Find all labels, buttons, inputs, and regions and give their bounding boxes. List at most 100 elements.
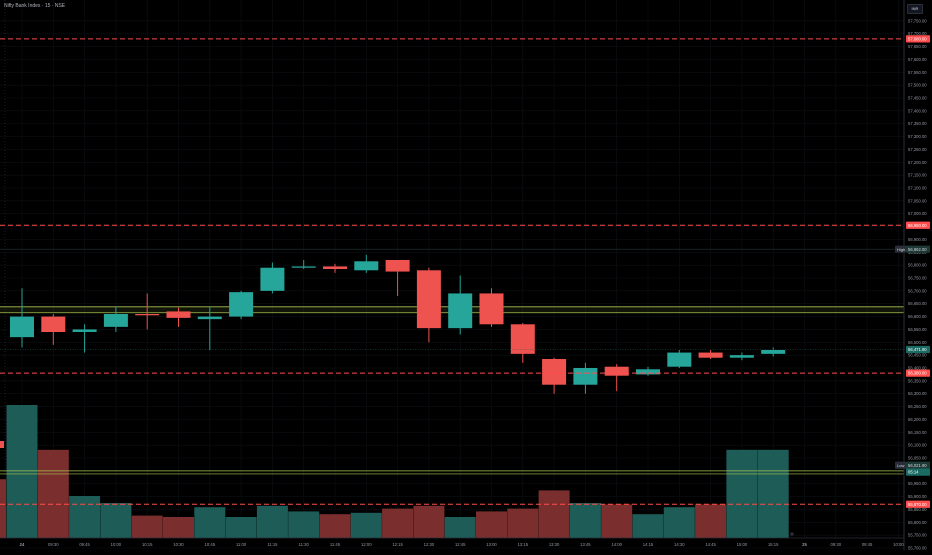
sr-price-tag-label: 56,380.00 bbox=[908, 371, 927, 376]
price-tick-label: 55,950.00 bbox=[908, 481, 927, 486]
time-tick-label: 10:15 bbox=[142, 542, 153, 547]
volume-bar bbox=[288, 511, 320, 538]
low-tag-marker: Low bbox=[895, 461, 906, 469]
price-tick-label: 57,550.00 bbox=[908, 70, 927, 75]
price-tick-label: 56,300.00 bbox=[908, 391, 927, 396]
price-tick-label: 56,100.00 bbox=[908, 443, 927, 448]
candle-body bbox=[542, 359, 567, 385]
time-tick-label: 14:00 bbox=[611, 542, 622, 547]
volume-bar bbox=[726, 449, 758, 538]
candle-body bbox=[291, 266, 316, 268]
high-tag-marker-label: High bbox=[897, 247, 905, 252]
price-tick-label: 56,700.00 bbox=[908, 288, 927, 293]
price-tick-label: 56,050.00 bbox=[908, 456, 927, 461]
time-tick-label: 09:45 bbox=[862, 542, 873, 547]
price-tick-label: 55,850.00 bbox=[908, 507, 927, 512]
candle-body bbox=[667, 352, 692, 367]
price-tick-label: 56,500.00 bbox=[908, 340, 927, 345]
time-tick-label: 25 bbox=[802, 542, 807, 547]
candle-body bbox=[636, 369, 660, 375]
volume-bar bbox=[632, 514, 664, 538]
price-tick-label: 57,100.00 bbox=[908, 186, 927, 191]
time-tick-label: 09:30 bbox=[831, 542, 842, 547]
candle-body bbox=[166, 311, 191, 318]
price-tick-label: 56,750.00 bbox=[908, 276, 927, 281]
volume-bar bbox=[507, 508, 539, 538]
time-tick-label: 13:00 bbox=[486, 542, 497, 547]
low-tag-marker-bg bbox=[895, 461, 906, 469]
price-tick-label: 56,350.00 bbox=[908, 378, 927, 383]
sr-price-tag-label: 55,870.00 bbox=[908, 502, 927, 507]
sr-price-tag-bg bbox=[906, 500, 930, 508]
price-tick-label: 56,900.00 bbox=[908, 237, 927, 242]
price-tick-label: 57,200.00 bbox=[908, 160, 927, 165]
time-tick-label: 12:15 bbox=[392, 542, 403, 547]
time-tick-label: 12:45 bbox=[455, 542, 466, 547]
price-tick-label: 57,400.00 bbox=[908, 108, 927, 113]
time-tick-label: 15:15 bbox=[768, 542, 779, 547]
volume-bar bbox=[256, 505, 288, 538]
price-tick-label: 57,050.00 bbox=[908, 198, 927, 203]
sr-price-tag-label: 57,680.00 bbox=[908, 36, 927, 41]
candle-body bbox=[10, 316, 34, 338]
candle-body bbox=[698, 352, 723, 358]
volume-bar bbox=[663, 507, 695, 538]
volume-bar bbox=[569, 503, 601, 538]
price-tick-label: 57,150.00 bbox=[908, 173, 927, 178]
price-tick-label: 55,800.00 bbox=[908, 520, 927, 525]
candle-body bbox=[197, 316, 222, 320]
candle-body bbox=[604, 366, 629, 376]
price-tick-label: 56,800.00 bbox=[908, 263, 927, 268]
candle-body bbox=[729, 355, 754, 358]
candle-body bbox=[72, 329, 97, 332]
candle-body bbox=[135, 314, 160, 316]
price-tick-label: 56,650.00 bbox=[908, 301, 927, 306]
sr-price-tag-label: 56,950.00 bbox=[908, 223, 927, 228]
time-tick-label: 14:30 bbox=[674, 542, 685, 547]
time-tick-label: 10:00 bbox=[893, 542, 904, 547]
volume-bar bbox=[319, 514, 351, 538]
candle-body bbox=[323, 266, 347, 269]
time-tick-label: 10:30 bbox=[173, 542, 184, 547]
price-tick-label: 57,350.00 bbox=[908, 121, 927, 126]
time-tick-label: 11:15 bbox=[267, 542, 278, 547]
time-tick-label: 10:00 bbox=[111, 542, 122, 547]
sr-price-tag: 56,950.00 bbox=[906, 221, 930, 229]
price-tick-label: 57,450.00 bbox=[908, 96, 927, 101]
time-axis[interactable]: 24 09:30 09:45 10:00 10:15 10:30 10:45 11:00 11:… bbox=[0, 537, 904, 547]
volume-bar bbox=[601, 504, 633, 538]
price-tick-label: 56,250.00 bbox=[908, 404, 927, 409]
high-price-tag: 56,862.00 bbox=[906, 245, 930, 253]
volume-bar bbox=[476, 511, 507, 538]
sr-price-tag: 57,680.00 bbox=[906, 35, 930, 43]
price-tick-label: 56,150.00 bbox=[908, 430, 927, 435]
price-tick-label: 55,700.00 bbox=[908, 546, 927, 551]
candle-body bbox=[448, 293, 473, 329]
last-price-tag-bg bbox=[906, 345, 930, 354]
candle-body bbox=[354, 261, 379, 271]
time-tick-label: 14:15 bbox=[643, 542, 654, 547]
sr-price-tag: 56,380.00 bbox=[906, 369, 930, 377]
candle-body bbox=[385, 260, 410, 272]
candle-body bbox=[260, 267, 285, 291]
volume-bar bbox=[350, 512, 382, 538]
volume-bar bbox=[37, 449, 69, 538]
currency-button[interactable]: INR bbox=[907, 4, 923, 14]
volume-bar bbox=[413, 505, 445, 538]
symbol-title[interactable]: Nifty Bank Index · 15 · NSE bbox=[4, 3, 66, 9]
candle-body bbox=[103, 314, 128, 327]
candle-body bbox=[41, 316, 66, 332]
price-tick-label: 56,400.00 bbox=[908, 366, 927, 371]
time-tick-label: 15:00 bbox=[737, 542, 748, 547]
time-tick-label: 09:45 bbox=[79, 542, 90, 547]
price-tick-label: 57,600.00 bbox=[908, 57, 927, 62]
price-tag-layer: 57,680.00 56,950.00 High 56,862.00 56,471.90… bbox=[790, 35, 930, 536]
sr-price-tag: 55,870.00 bbox=[906, 500, 930, 508]
level-layer bbox=[0, 38, 904, 505]
volume-bar bbox=[69, 496, 101, 538]
time-tick-label: 12:00 bbox=[361, 542, 372, 547]
time-tick-label: 11:45 bbox=[330, 542, 341, 547]
countdown-tag: 05:14 bbox=[906, 468, 930, 476]
